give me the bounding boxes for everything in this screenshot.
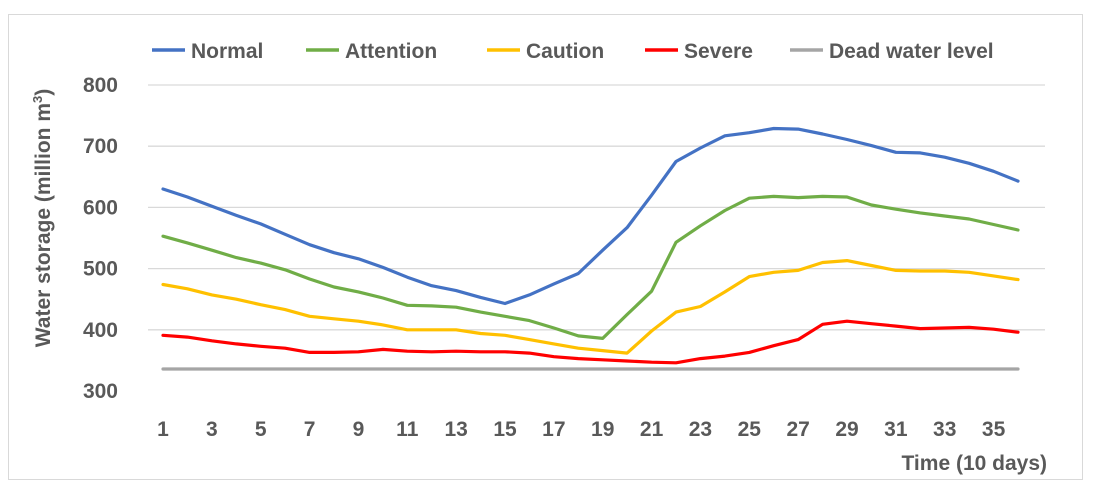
series-line-severe [161, 319, 1020, 365]
y-tick-label: 500 [83, 258, 118, 281]
legend-label-normal: Normal [191, 40, 263, 63]
x-tick-label: 5 [255, 418, 267, 441]
x-tick-label: 31 [884, 418, 908, 441]
y-axis-title: Water storage (million m3) [30, 89, 55, 348]
y-tick-label: 400 [83, 319, 118, 342]
legend-label-caution: Caution [526, 40, 604, 63]
y-tick-label: 700 [83, 135, 118, 158]
y-tick-label: 300 [83, 380, 118, 403]
y-axis-title-close: ) [32, 89, 55, 96]
legend: Normal Attention Caution Severe Dead water l… [152, 40, 994, 63]
x-axis-title: Time (10 days) [901, 452, 1047, 475]
x-tick-label: 35 [982, 418, 1006, 441]
x-tick-label: 23 [689, 418, 712, 441]
x-tick-label: 21 [640, 418, 664, 441]
series-lines [161, 126, 1020, 371]
gridlines [148, 84, 1045, 331]
legend-label-severe: Severe [684, 40, 753, 63]
x-tick-label: 17 [542, 418, 565, 441]
legend-label-attention: Attention [345, 40, 437, 63]
legend-label-dead-water-level: Dead water level [829, 40, 994, 63]
x-tick-label: 13 [444, 418, 467, 441]
series-line-attention [161, 194, 1020, 340]
x-tick-label: 7 [304, 418, 316, 441]
x-axis-ticks: 1 3 5 7 9 11 13 15 17 19 21 23 25 27 29 31 33 35 [157, 418, 1005, 441]
x-tick-label: 1 [157, 418, 169, 441]
x-tick-label: 9 [353, 418, 365, 441]
y-axis-title-main: Water storage (million m [32, 103, 55, 347]
chart-frame [8, 14, 1083, 480]
x-tick-label: 27 [786, 418, 809, 441]
series-line-normal [161, 126, 1020, 306]
x-tick-label: 11 [396, 418, 419, 441]
x-tick-label: 3 [206, 418, 218, 441]
y-axis-ticks: 300 400 500 600 700 800 [83, 74, 118, 403]
y-tick-label: 800 [83, 74, 118, 97]
x-tick-label: 19 [591, 418, 614, 441]
series-line-caution [161, 259, 1020, 355]
x-tick-label: 33 [933, 418, 956, 441]
x-tick-label: 29 [835, 418, 858, 441]
x-tick-label: 15 [493, 418, 517, 441]
x-tick-label: 25 [738, 418, 762, 441]
y-axis-title-superscript: 3 [30, 96, 45, 103]
y-tick-label: 600 [83, 196, 118, 219]
